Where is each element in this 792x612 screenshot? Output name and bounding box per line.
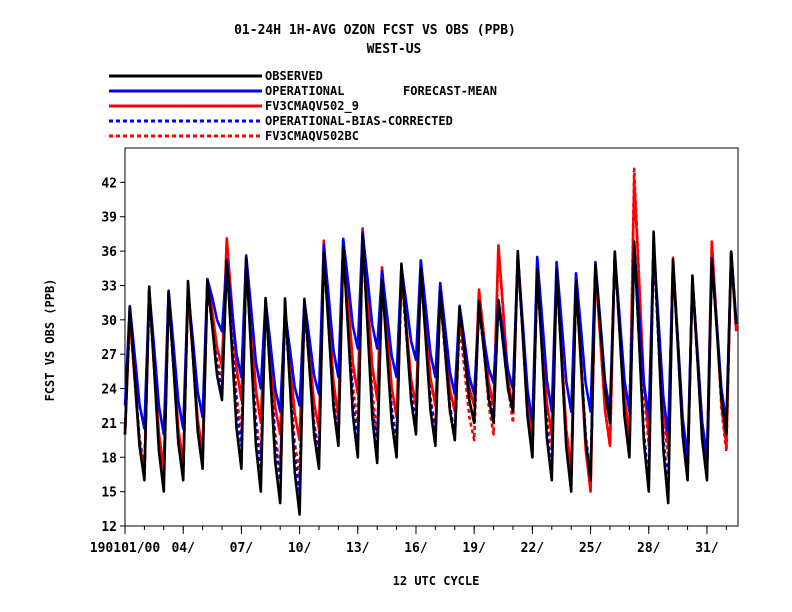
y-tick-label: 15 (101, 486, 117, 501)
x-tick-label: 28/ (637, 541, 661, 556)
legend: OBSERVEDOPERATIONALFV3CMAQV502_9OPERATIO… (109, 69, 453, 143)
x-tick-label: 22/ (521, 541, 545, 556)
x-axis: 190101/00 04/07/10/13/16/19/22/25/28/31/ (90, 526, 727, 556)
y-tick-label: 21 (101, 417, 117, 432)
x-tick-label: 25/ (579, 541, 603, 556)
y-tick-label: 24 (101, 383, 117, 398)
x-tick-label: 07/ (230, 541, 254, 556)
y-tick-label: 18 (101, 451, 117, 466)
series-line (123, 178, 738, 493)
plot-frame (124, 147, 739, 527)
y-tick-label: 33 (101, 279, 117, 294)
legend-label: OPERATIONAL (265, 84, 344, 98)
legend-label: OPERATIONAL-BIAS-CORRECTED (265, 114, 453, 128)
series-layer (123, 167, 738, 516)
x-tick-label: 04/ (171, 541, 195, 556)
x-tick-label: 31/ (695, 541, 719, 556)
y-tick-label: 39 (101, 211, 117, 226)
chart-title: 01-24H 1H-AVG OZON FCST VS OBS (PPB) (234, 23, 516, 38)
y-tick-label: 12 (101, 520, 117, 535)
y-axis-label: FCST VS OBS (PPB) (43, 279, 57, 402)
legend-note: FORECAST-MEAN (403, 84, 497, 98)
x-tick-label: 13/ (346, 541, 370, 556)
x-tick-label: 19/ (462, 541, 486, 556)
legend-label: FV3CMAQV502BC (265, 129, 359, 143)
series-line (123, 230, 738, 516)
y-tick-label: 30 (101, 314, 117, 329)
x-tick-label: 190101/00 (90, 541, 161, 556)
y-axis: 12 15 18 21 24 27 30 33 36 39 42 (101, 176, 125, 535)
y-tick-label: 42 (101, 176, 117, 191)
y-tick-label: 27 (101, 348, 117, 363)
x-tick-label: 16/ (404, 541, 428, 556)
x-axis-label: 12 UTC CYCLE (393, 574, 480, 588)
legend-label: OBSERVED (265, 69, 323, 83)
y-tick-label: 36 (101, 245, 117, 260)
chart-subtitle: WEST-US (367, 42, 422, 57)
legend-label: FV3CMAQV502_9 (265, 99, 359, 114)
x-tick-label: 10/ (288, 541, 312, 556)
